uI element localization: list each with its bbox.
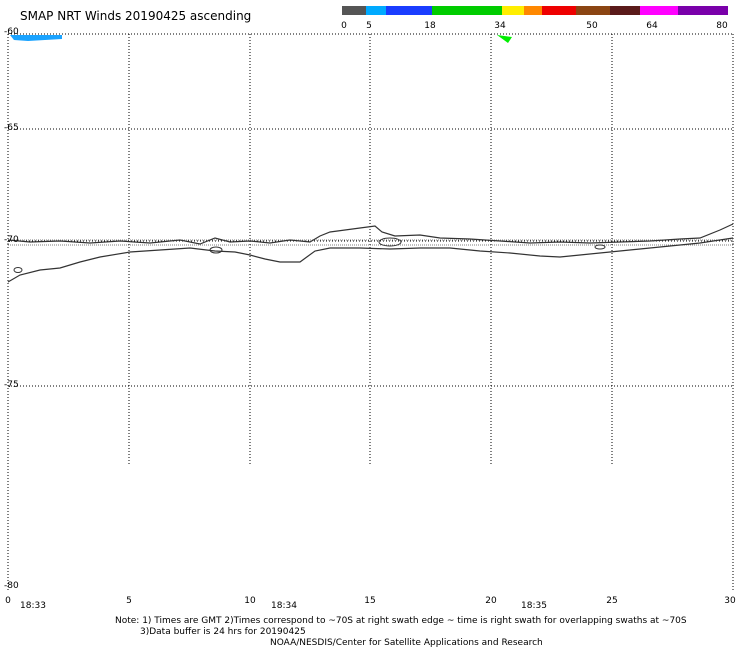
lon-label: 5 bbox=[126, 596, 132, 606]
lat-label: -60 bbox=[4, 27, 19, 37]
lon-label: 0 bbox=[5, 596, 11, 606]
footnote-line: 3)Data buffer is 24 hrs for 20190425 bbox=[140, 627, 306, 637]
wind-speed-colorbar bbox=[342, 6, 728, 15]
colorbar-segment bbox=[542, 6, 576, 15]
lon-label: 30 bbox=[724, 596, 736, 606]
colorbar-label: 50 bbox=[586, 21, 598, 31]
coastline-upper bbox=[7, 223, 734, 245]
lon-label: 20 bbox=[485, 596, 497, 606]
colorbar-segment bbox=[610, 6, 640, 15]
colorbar-segment bbox=[386, 6, 432, 15]
colorbar-segment bbox=[432, 6, 502, 15]
lat-label: -80 bbox=[4, 581, 19, 591]
colorbar-segment bbox=[524, 6, 542, 15]
lat-label: -75 bbox=[4, 380, 19, 390]
colorbar-label: 5 bbox=[366, 21, 372, 31]
lat-label: -65 bbox=[4, 123, 19, 133]
colorbar-segment bbox=[640, 6, 678, 15]
ice-shelf-hatch bbox=[7, 239, 734, 246]
wind-data-patch bbox=[10, 35, 62, 41]
island-outline bbox=[13, 267, 23, 273]
lon-label: 25 bbox=[606, 596, 618, 606]
lon-label: 10 bbox=[244, 596, 256, 606]
colorbar-label: 34 bbox=[494, 21, 506, 31]
colorbar-segment bbox=[678, 6, 728, 15]
footnote-line: Note: 1) Times are GMT 2)Times correspon… bbox=[115, 616, 687, 626]
colorbar-label: 18 bbox=[424, 21, 436, 31]
coastline-lower bbox=[7, 237, 734, 283]
island-outline bbox=[594, 244, 606, 250]
island-outline bbox=[209, 246, 223, 254]
time-label: 18:35 bbox=[521, 601, 547, 611]
island-outline bbox=[378, 237, 402, 247]
colorbar-segment bbox=[342, 6, 366, 15]
map-title: SMAP NRT Winds 20190425 ascending bbox=[20, 9, 252, 23]
time-label: 18:33 bbox=[20, 601, 46, 611]
colorbar-label: 64 bbox=[646, 21, 658, 31]
colorbar-segment bbox=[366, 6, 386, 15]
lat-label: -70 bbox=[4, 235, 19, 245]
colorbar-label: 0 bbox=[341, 21, 347, 31]
colorbar-segment bbox=[576, 6, 610, 15]
colorbar-label: 80 bbox=[716, 21, 728, 31]
colorbar-segment bbox=[502, 6, 524, 15]
time-label: 18:34 bbox=[271, 601, 297, 611]
lon-label: 15 bbox=[364, 596, 376, 606]
footnote-credit: NOAA/NESDIS/Center for Satellite Applica… bbox=[270, 638, 543, 648]
wind-data-patch bbox=[497, 35, 512, 43]
